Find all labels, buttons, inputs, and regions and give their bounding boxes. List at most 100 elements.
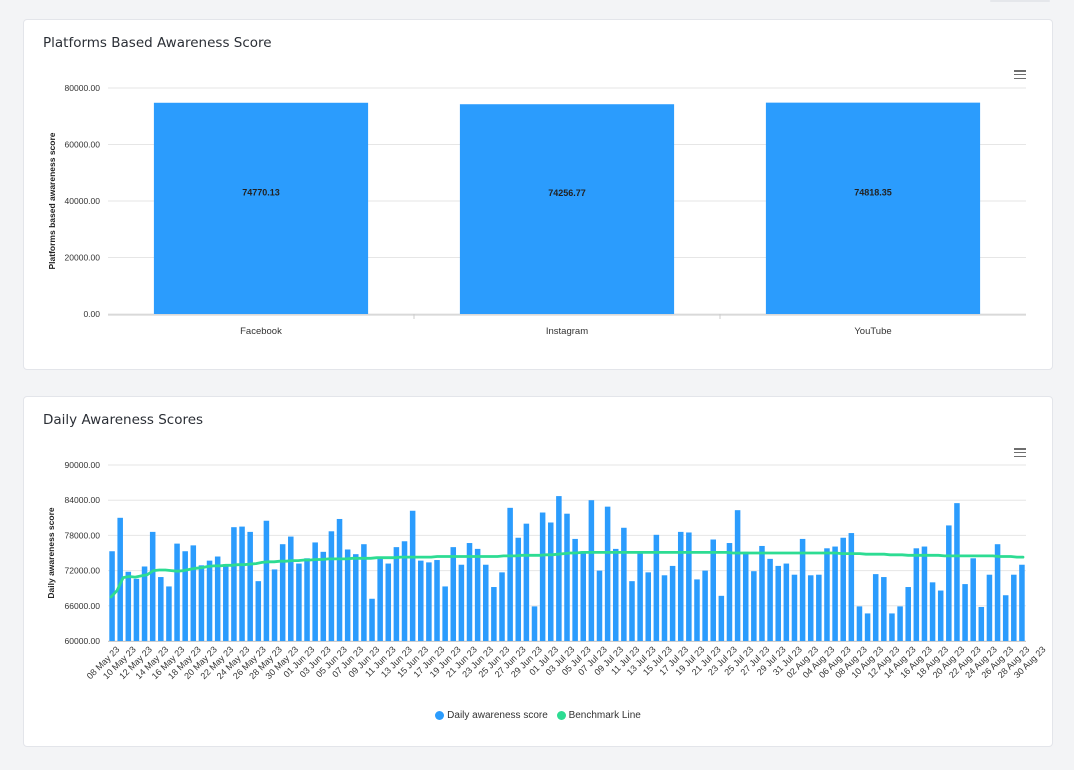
bar: [418, 560, 424, 641]
x-tick-label: Instagram: [546, 326, 588, 337]
legend-label: Benchmark Line: [568, 710, 641, 721]
y-tick-label: 84000.00: [65, 495, 101, 505]
x-tick-label: Facebook: [240, 326, 282, 337]
bar: [783, 563, 790, 641]
legend-item-daily-score[interactable]: Daily awareness score: [435, 710, 548, 721]
bar: [409, 510, 416, 641]
bar: [442, 586, 448, 641]
legend-item-benchmark[interactable]: Benchmark Line: [556, 710, 641, 721]
top-edge-sliver: [990, 0, 1050, 2]
bar: [588, 500, 595, 641]
bar: [182, 551, 188, 641]
bar: [686, 532, 692, 641]
bar-data-label: 74256.77: [548, 188, 586, 198]
bar: [296, 563, 302, 641]
bar-data-label: 74818.35: [854, 187, 892, 197]
bar: [531, 606, 538, 641]
bar: [621, 527, 627, 641]
y-axis-title: Platforms based awareness score: [47, 132, 57, 269]
bar: [271, 569, 278, 641]
bar: [970, 558, 976, 641]
bar: [840, 537, 846, 641]
bar: [954, 503, 960, 641]
bar: [905, 587, 911, 641]
bar: [816, 574, 822, 641]
bar: [767, 558, 773, 641]
bar: [702, 570, 708, 641]
bar: [881, 577, 887, 641]
bar: [929, 582, 936, 641]
y-tick-label: 80000.00: [65, 83, 101, 93]
bar: [190, 545, 197, 641]
bar: [206, 560, 213, 641]
bar: [153, 102, 369, 314]
bar: [459, 104, 675, 314]
chart-legend: Daily awareness score Benchmark Line: [24, 710, 1052, 723]
bar: [921, 546, 928, 641]
daily-card-title: Daily Awareness Scores: [43, 412, 204, 428]
bar: [653, 534, 660, 641]
bar: [231, 527, 237, 641]
bar: [239, 526, 245, 641]
bar: [572, 538, 578, 641]
platforms-bar-chart: 0.00 20000.00 40000.00 60000.00 80000.00 Plat…: [47, 83, 1026, 337]
hamburger-menu-icon[interactable]: [1014, 70, 1026, 80]
benchmark-line: [109, 551, 1025, 599]
bar: [499, 572, 505, 641]
bar: [751, 571, 757, 641]
bar: [791, 574, 798, 641]
bar: [361, 544, 367, 641]
bar: [149, 531, 156, 641]
bar: [288, 536, 294, 641]
bar: [141, 566, 148, 641]
bar: [133, 578, 140, 641]
bar: [125, 571, 132, 641]
bar: [807, 575, 814, 641]
y-tick-label: 40000.00: [65, 196, 101, 206]
bar: [986, 574, 993, 641]
bar: [393, 547, 400, 641]
bar: [832, 546, 838, 641]
legend-marker-icon: [435, 711, 445, 720]
daily-card: Daily Awareness Scores 60000.00 66000.00 7…: [23, 396, 1053, 747]
bar: [856, 606, 863, 641]
bar: [629, 581, 635, 641]
bar: [491, 587, 497, 641]
bar: [596, 570, 603, 641]
bar: [466, 543, 473, 641]
y-tick-label: 20000.00: [65, 253, 101, 263]
bar: [564, 513, 570, 641]
bar: [166, 586, 172, 641]
bar: [547, 522, 554, 641]
bar: [385, 563, 392, 641]
y-tick-label: 72000.00: [65, 566, 101, 576]
hamburger-menu-icon[interactable]: [1014, 448, 1026, 458]
platforms-card: Platforms Based Awareness Score 0.00 2000…: [23, 19, 1053, 370]
bar: [474, 548, 481, 641]
bar: [726, 543, 733, 641]
bar: [515, 537, 522, 641]
bar: [117, 517, 123, 641]
bar: [556, 496, 562, 641]
bar: [897, 606, 903, 641]
bar: [279, 544, 286, 641]
bar: [1011, 574, 1017, 641]
bar: [645, 572, 652, 641]
bar: [661, 575, 668, 641]
bar: [677, 531, 684, 641]
bar: [434, 560, 440, 641]
bar: [765, 102, 981, 315]
y-tick-label: 60000.00: [65, 140, 101, 150]
bar: [344, 549, 351, 641]
bar: [482, 564, 489, 641]
bar: [1002, 595, 1009, 641]
bar: [637, 552, 643, 641]
y-tick-label: 90000.00: [65, 460, 101, 470]
bar: [223, 564, 229, 641]
bar: [994, 544, 1001, 641]
bar: [962, 584, 968, 641]
bar: [937, 590, 944, 641]
bar: [612, 548, 619, 641]
bar: [304, 558, 310, 641]
bar: [694, 579, 700, 641]
